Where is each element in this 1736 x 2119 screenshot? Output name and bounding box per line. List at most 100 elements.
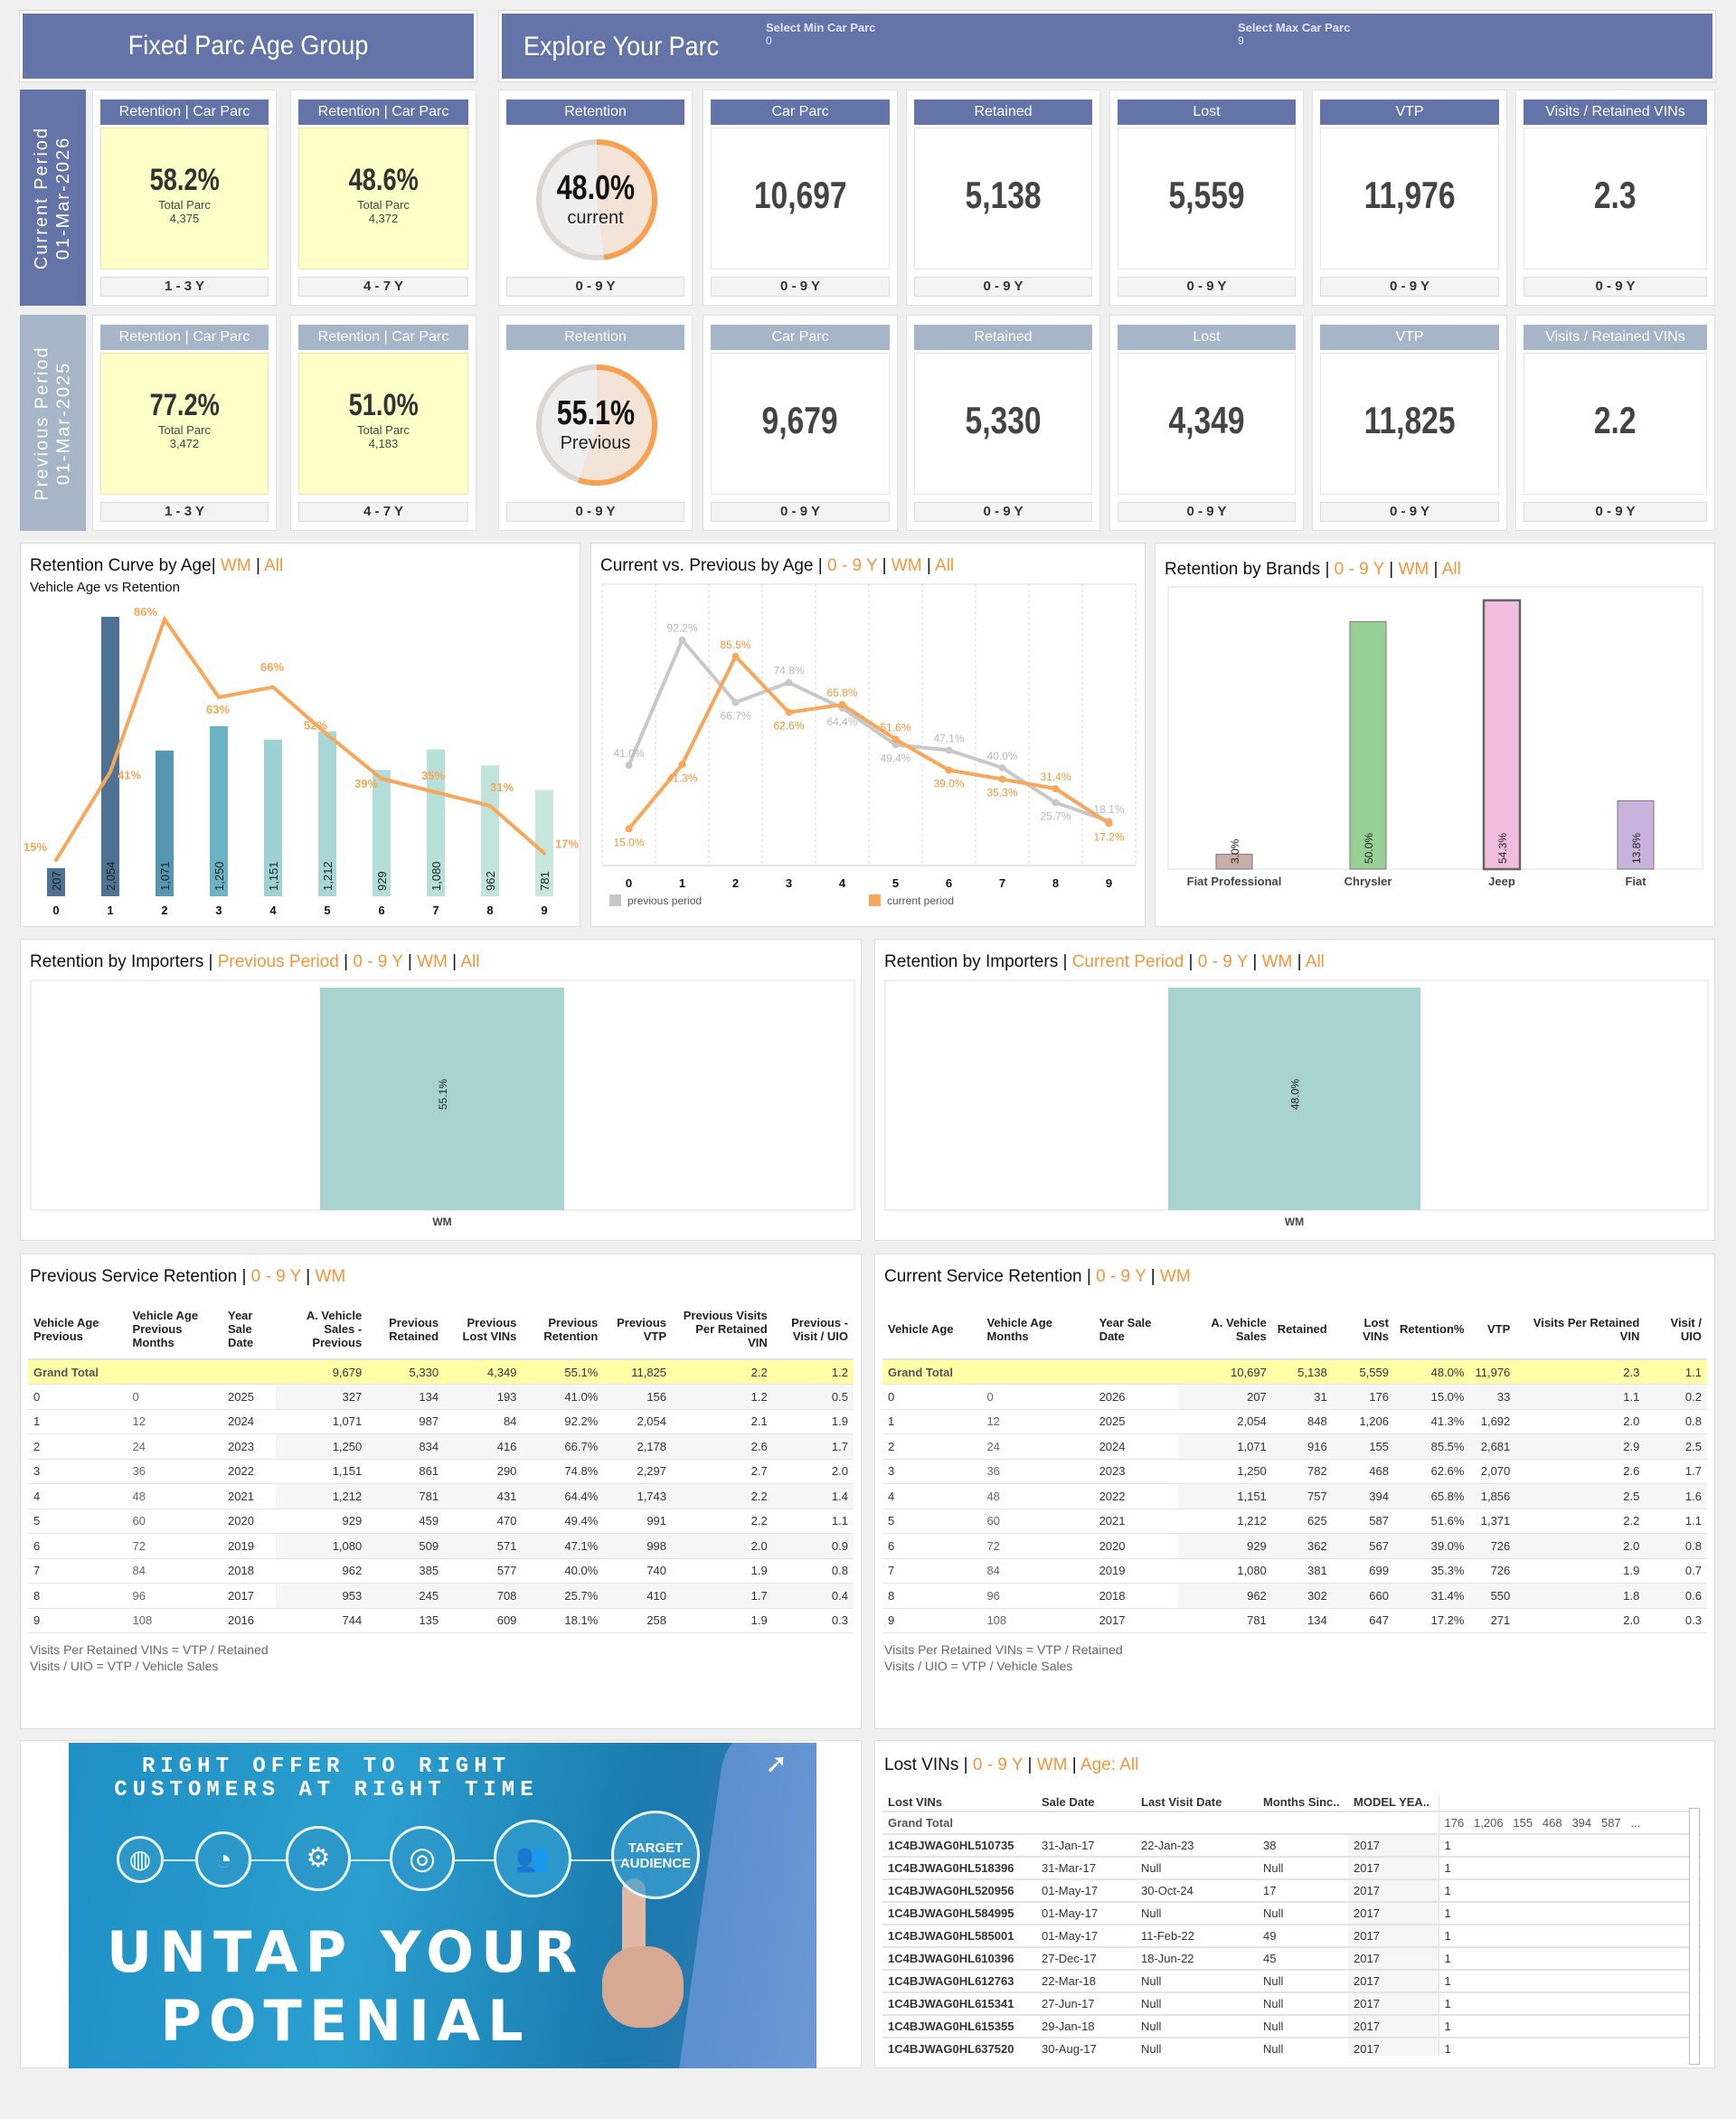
filter-wm[interactable]: WM [1036, 1755, 1068, 1774]
column-header[interactable]: Lost VINs [882, 1793, 1036, 1812]
filter-age[interactable]: 0 - 9 Y [1197, 952, 1249, 971]
column-header[interactable]: Previous Retention [522, 1300, 604, 1360]
line-point[interactable] [108, 770, 112, 774]
bar-importer-wm[interactable] [1168, 988, 1420, 1210]
data-point[interactable] [678, 761, 686, 769]
bar-car-parc-age-3[interactable] [210, 725, 228, 896]
column-header[interactable]: Retention% [1393, 1300, 1470, 1360]
line-point[interactable] [163, 617, 166, 621]
table-row[interactable]: 2 24 2023 1,250 834 416 66.7% 2,178 2.6 1.7 [28, 1433, 854, 1460]
bar-car-parc-age-2[interactable] [156, 750, 174, 896]
list-item[interactable]: 1C4BJWAG0HL510735 31-Jan-17 22-Jan-23 38 201… [882, 1834, 1701, 1858]
kpi-card-visits-retained-vins[interactable]: Visits / Retained VINs 2.3 0 - 9 Y [1515, 90, 1715, 306]
filter-period[interactable]: Previous Period [217, 952, 339, 971]
column-header[interactable]: Previous Visits Per Retained VIN [672, 1300, 773, 1360]
filter-age[interactable]: 0 - 9 Y [1096, 1267, 1146, 1286]
data-point[interactable] [1052, 799, 1060, 807]
table-row[interactable]: 1 12 2024 1,071 987 84 92.2% 2,054 2.1 1.9 [28, 1409, 854, 1434]
bar-car-parc-age-6[interactable] [373, 770, 391, 896]
filter-wm[interactable]: WM [891, 556, 922, 575]
filter-all[interactable]: All [1305, 952, 1325, 971]
kpi-card-retention-car-parc[interactable]: Retention | Car Parc 51.0% Total Parc 4,183… [290, 315, 476, 531]
table-row[interactable]: 5 60 2021 1,212 625 587 51.6% 1,371 2.2 1.1 [882, 1509, 1707, 1534]
list-item[interactable]: 1C4BJWAG0HL615355 29-Jan-18 Null Null 2017 1 [882, 2015, 1701, 2039]
column-header[interactable]: A. Vehicle Sales - Previous [276, 1300, 368, 1360]
line-point[interactable] [326, 733, 329, 737]
filter-age[interactable]: 0 - 9 Y [1334, 560, 1384, 579]
min-car-parc-filter[interactable]: Select Min Car Parc 0 [766, 21, 1037, 47]
bar-car-parc-age-8[interactable] [481, 765, 499, 896]
kpi-card-vtp[interactable]: VTP 11,976 0 - 9 Y [1312, 90, 1507, 306]
kpi-card-retention-car-parc[interactable]: Retention | Car Parc 58.2% Total Parc 4,375… [92, 90, 277, 306]
column-header[interactable]: Months Sinc.. [1258, 1793, 1348, 1812]
data-point[interactable] [998, 775, 1006, 783]
data-point[interactable] [838, 701, 846, 709]
kpi-card-car-parc[interactable]: Car Parc 9,679 0 - 9 Y [703, 315, 898, 531]
data-point[interactable] [892, 741, 900, 749]
column-header[interactable]: A. Vehicle Sales [1178, 1300, 1272, 1360]
table-row[interactable]: 3 36 2023 1,250 782 468 62.6% 2,070 2.6 1.7 [882, 1459, 1707, 1484]
list-item[interactable]: 1C4BJWAG0HL520956 01-May-17 30-Oct-24 17 201… [882, 1879, 1701, 1903]
line-point[interactable] [217, 695, 221, 699]
table-row[interactable]: 5 60 2020 929 459 470 49.4% 991 2.2 1.1 [28, 1509, 854, 1534]
kpi-card-retention[interactable]: Retention 48.0% current 0 - 9 Y [498, 90, 693, 306]
bar-car-parc-age-0[interactable] [47, 867, 65, 896]
filter-age[interactable]: 0 - 9 Y [250, 1267, 301, 1286]
column-header[interactable]: Previous VTP [603, 1300, 673, 1360]
bar-car-parc-age-9[interactable] [535, 790, 553, 896]
kpi-card-lost[interactable]: Lost 4,349 0 - 9 Y [1109, 315, 1304, 531]
data-point[interactable] [945, 746, 953, 754]
table-row[interactable]: 9 108 2017 781 134 647 17.2% 271 2.0 0.3 [882, 1608, 1707, 1633]
column-header[interactable]: VTP [1469, 1300, 1516, 1360]
line-point[interactable] [380, 777, 383, 780]
kpi-card-retained[interactable]: Retained 5,330 0 - 9 Y [906, 315, 1100, 531]
lost-vins-scrollbar[interactable] [1689, 1808, 1700, 2065]
data-point[interactable] [731, 652, 740, 660]
list-item[interactable]: 1C4BJWAG0HL637520 30-Aug-17 Null Null 2017 1 [882, 2038, 1701, 2056]
line-point[interactable] [434, 790, 438, 794]
line-point[interactable] [271, 685, 275, 689]
max-car-parc-filter[interactable]: Select Max Car Parc 9 [1238, 21, 1509, 47]
column-header[interactable]: Vehicle Age Previous Months [127, 1300, 222, 1360]
filter-age[interactable]: 0 - 9 Y [827, 556, 878, 575]
filter-all[interactable]: All [935, 556, 955, 575]
data-point[interactable] [625, 762, 633, 770]
line-point[interactable] [488, 804, 492, 808]
table-row[interactable]: 6 72 2020 929 362 567 39.0% 726 2.0 0.8 [882, 1533, 1707, 1559]
list-item[interactable]: 1C4BJWAG0HL518396 31-Mar-17 Null Null 2017 1 [882, 1857, 1701, 1880]
table-row[interactable]: 7 84 2018 962 385 577 40.0% 740 1.9 0.8 [28, 1558, 854, 1584]
bar-brand-fiat[interactable] [1617, 799, 1655, 870]
filter-period[interactable]: Current Period [1071, 952, 1184, 971]
column-header[interactable]: Previous - Visit / UIO [772, 1300, 854, 1360]
column-header[interactable]: Vehicle Age Previous [28, 1300, 127, 1360]
kpi-card-lost[interactable]: Lost 5,559 0 - 9 Y [1109, 90, 1304, 306]
table-row[interactable]: 8 96 2017 953 245 708 25.7% 410 1.7 0.4 [28, 1583, 854, 1609]
data-point[interactable] [945, 766, 953, 774]
table-row[interactable]: 0 0 2025 327 134 193 41.0% 156 1.2 0.5 [28, 1384, 854, 1410]
column-header[interactable]: Vehicle Age Months [981, 1300, 1094, 1360]
filter-wm[interactable]: WM [315, 1267, 346, 1286]
data-point[interactable] [785, 708, 793, 716]
table-row[interactable]: 0 0 2026 207 31 176 15.0% 33 1.1 0.2 [882, 1384, 1707, 1410]
column-header[interactable]: MODEL YEA.. [1348, 1793, 1439, 1812]
table-row[interactable]: 6 72 2019 1,080 509 571 47.1% 998 2.0 0.9 [28, 1533, 854, 1559]
filter-wm[interactable]: WM [1398, 560, 1429, 579]
bar-importer-wm[interactable] [320, 988, 564, 1210]
max-car-parc-value[interactable]: 9 [1238, 34, 1244, 47]
table-row[interactable]: 9 108 2016 744 135 609 18.1% 258 1.9 0.3 [28, 1608, 854, 1633]
table-row[interactable]: 4 48 2021 1,212 781 431 64.4% 1,743 2.2 1.4 [28, 1483, 854, 1509]
kpi-card-car-parc[interactable]: Car Parc 10,697 0 - 9 Y [703, 90, 898, 306]
bar-brand-jeep[interactable] [1482, 599, 1522, 871]
line-point[interactable] [542, 851, 546, 856]
kpi-card-visits-retained-vins[interactable]: Visits / Retained VINs 2.2 0 - 9 Y [1515, 315, 1715, 531]
table-row[interactable]: 7 84 2019 1,080 381 699 35.3% 726 1.9 0.7 [882, 1558, 1707, 1584]
column-header[interactable]: Last Visit Date [1136, 1793, 1258, 1812]
data-point[interactable] [625, 825, 633, 833]
data-point[interactable] [1105, 819, 1113, 828]
bar-car-parc-age-7[interactable] [427, 749, 445, 896]
data-point[interactable] [731, 698, 740, 706]
column-header[interactable]: Visit / UIO [1645, 1300, 1707, 1360]
min-car-parc-value[interactable]: 0 [766, 34, 772, 47]
column-header[interactable]: Vehicle Age [882, 1300, 982, 1360]
filter-age[interactable]: 0 - 9 Y [972, 1755, 1024, 1774]
